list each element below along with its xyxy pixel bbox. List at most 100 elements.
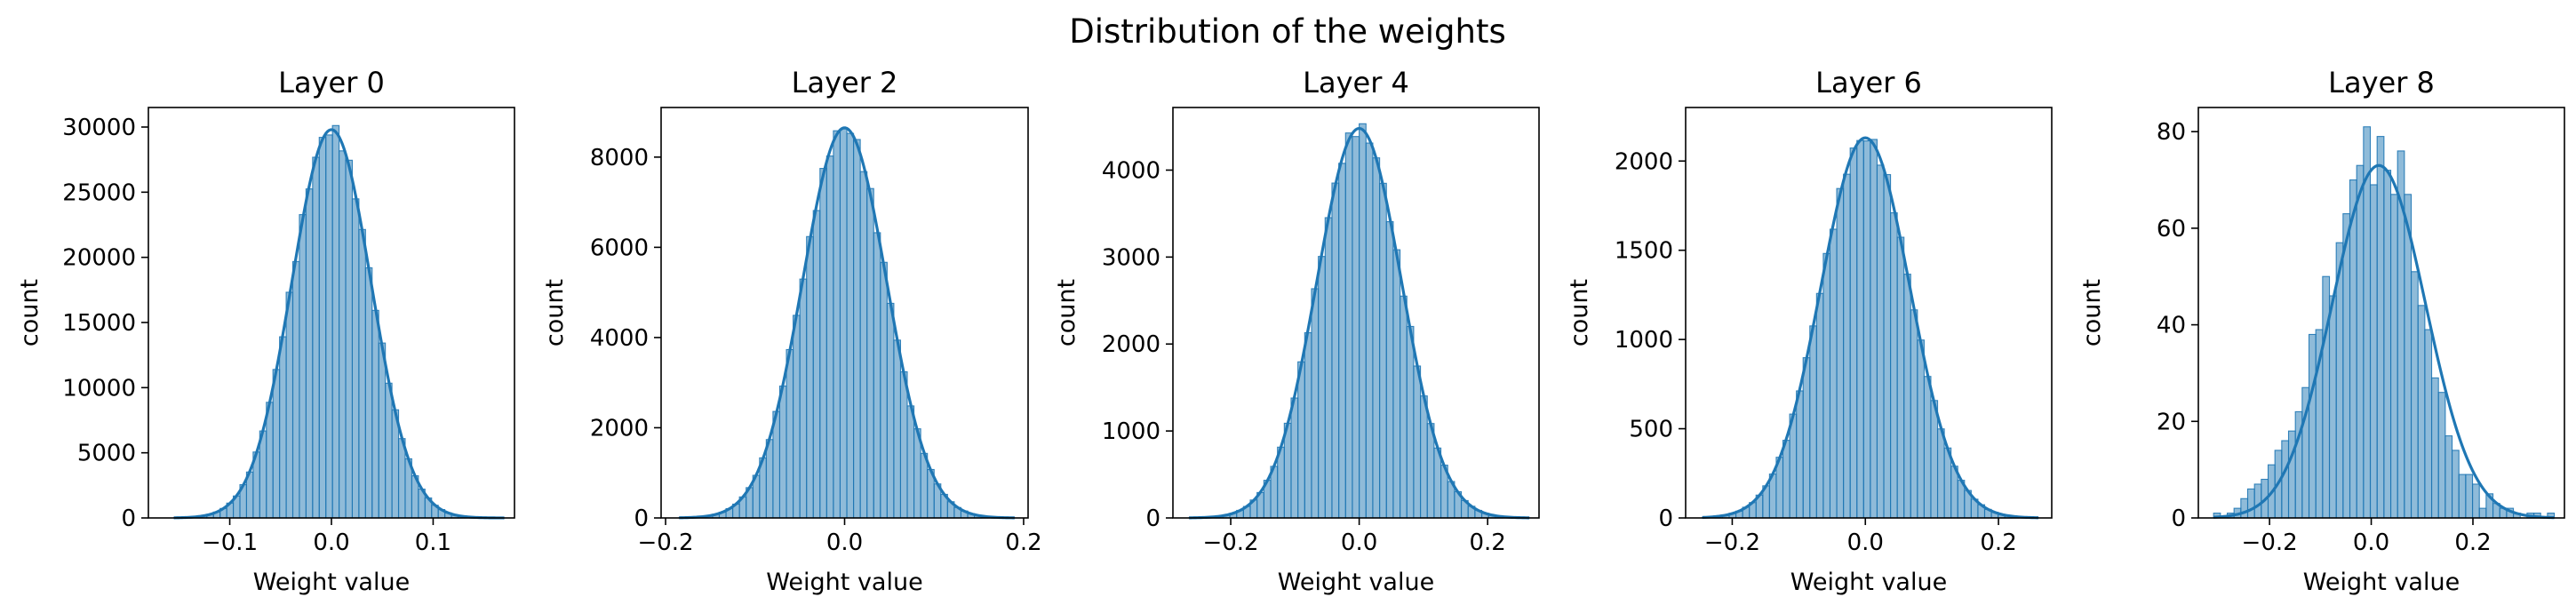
x-tick-label: 0.0 [826,529,863,556]
histogram-bar [1829,228,1838,519]
histogram-bar [833,130,841,519]
kde-line [173,128,505,520]
histogram-bar [2410,271,2419,519]
histogram-bar [345,159,354,519]
histogram-bar [266,402,274,519]
histogram-bar [1917,339,1925,519]
histogram-bar [272,369,281,519]
histogram-bar [2389,194,2398,519]
y-axis-label: count [16,279,44,346]
histogram-bar [2363,126,2372,519]
y-tick-label: 1000 [1102,418,1160,445]
y-axis-label: count [1053,279,1081,346]
histogram-bar [1849,147,1858,519]
histogram-bar [793,314,801,519]
subplot-1: −0.2 0.0 0.2 0 2000 4000 6000 8000 Layer 2 Weight… [541,66,1042,596]
subplot-0: −0.1 0.0 0.1 0 5000 10000 15000 20000 25000 30000… [16,66,515,596]
histogram-bar [2478,507,2487,519]
histogram-bar [1890,211,1898,519]
histogram-bar [1843,173,1851,519]
histogram-bar [2246,488,2255,519]
histogram-bar [285,291,294,519]
histogram-bar [2349,179,2357,519]
y-tick-label: 20000 [62,245,136,272]
histogram-bar [1324,217,1333,519]
y-tick-label: 6000 [590,235,649,261]
x-tick-label: 0.2 [1469,529,1505,556]
histogram-bar [806,235,814,519]
histogram-bar [2287,430,2296,519]
histogram-bar [880,261,888,519]
y-tick-label: 0 [121,506,136,532]
histogram-bar [1400,295,1408,519]
histogram-bar [1876,164,1885,519]
x-tick-label: 0.0 [1847,529,1884,556]
histogram-bar [1420,395,1428,519]
x-tick-label: 0.0 [1341,529,1377,556]
histogram-bar [2253,483,2262,519]
histogram-bar [318,137,327,519]
histogram-bar [325,134,333,519]
histogram-bar [1365,142,1374,519]
histogram-bar [866,187,874,519]
x-axis-label: Weight value [253,569,410,596]
histogram-bar [1379,182,1387,519]
histogram-bar [778,386,787,519]
histogram-bar [2383,170,2392,519]
histogram-bar [873,232,881,519]
histogram-bar [2404,194,2413,519]
y-tick-label: 2000 [1102,331,1160,358]
y-tick-label: 0 [1145,506,1160,532]
x-tick-label: 0.2 [1980,529,2016,556]
histogram-bar [1344,132,1353,519]
histogram-bar [853,139,861,519]
histogram-bar [893,339,902,519]
histogram-bar [1910,309,1918,519]
histogram-bar [786,348,794,519]
histogram-bar [2369,184,2378,519]
histogram-bar [1862,140,1871,519]
histogram-bar [2458,474,2467,519]
histogram-bar [1896,236,1905,519]
histogram-bar [1372,157,1381,519]
y-tick-label: 0 [2171,506,2186,532]
histogram-bar [1923,376,1932,519]
y-tick-label: 5000 [77,441,136,467]
histogram-bars [1188,123,1530,519]
histogram-bar [765,439,774,519]
histogram-bar [899,370,908,519]
histogram-bar [2437,392,2446,519]
histogram-bar [2376,136,2385,519]
y-tick-label: 4000 [590,325,649,352]
y-tick-label: 10000 [62,375,136,402]
x-tick-label: −0.2 [2242,529,2298,556]
histogram-bar [2444,435,2453,519]
histogram-bar [1413,365,1422,519]
y-tick-label: 8000 [590,145,649,171]
y-tick-label: 25000 [62,179,136,206]
histogram-bar [2417,305,2426,519]
histogram-bar [312,156,320,519]
histogram-bar [279,336,287,519]
histogram-bar [920,452,929,519]
x-tick-label: −0.2 [637,529,693,556]
x-tick-label: −0.2 [1202,529,1258,556]
histogram-bar [819,168,827,519]
histogram-bar [2424,329,2433,519]
histogram-bar [331,124,340,519]
histogram-bar [2240,498,2249,519]
histogram-bar [1385,220,1394,519]
y-tick-label: 0 [1658,506,1673,532]
histogram-bar [299,214,307,519]
histogram-bar [1290,397,1299,519]
histogram-bar [1815,292,1824,519]
histogram-bar [385,382,393,519]
x-tick-label: −0.2 [1704,529,1760,556]
y-tick-label: 15000 [62,310,136,337]
axes-frame [1172,107,1540,519]
x-tick-label: 0.2 [1005,529,1041,556]
y-tick-label: 1500 [1615,238,1673,265]
x-tick-label: −0.1 [202,529,258,556]
y-tick-label: 30000 [62,115,136,141]
